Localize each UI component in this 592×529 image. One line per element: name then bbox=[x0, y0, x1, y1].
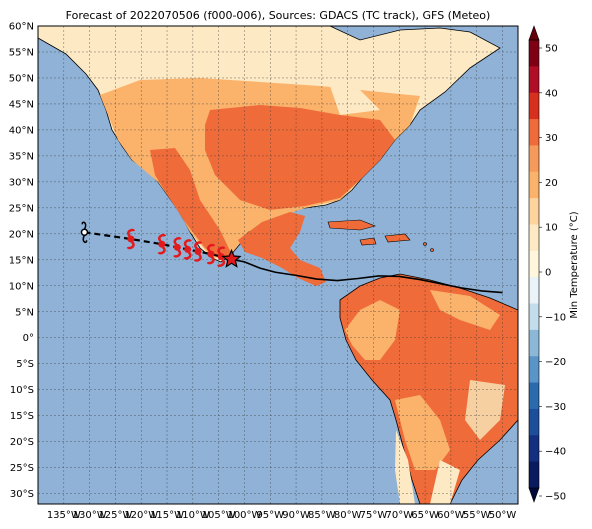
lon-label: 105°W bbox=[202, 510, 236, 521]
lat-label: 40°N bbox=[9, 125, 34, 136]
colorbar-band bbox=[529, 408, 539, 436]
lat-label: 50°N bbox=[9, 73, 34, 84]
lat-label: 20°N bbox=[9, 229, 34, 240]
colorbar-max-arrow bbox=[528, 25, 540, 41]
lat-label: 45°N bbox=[9, 99, 34, 110]
colorbar-tick-label: −10 bbox=[545, 312, 566, 323]
south-america-landmass bbox=[339, 273, 518, 504]
forecast-track-line bbox=[231, 258, 503, 294]
colorbar-tick-label: 0 bbox=[545, 268, 551, 279]
lon-label: 135°W bbox=[47, 510, 81, 521]
lon-label: 110°W bbox=[176, 510, 210, 521]
lat-label: 0° bbox=[23, 333, 34, 344]
lon-label: 85°W bbox=[308, 510, 336, 521]
colorbar-band bbox=[529, 356, 539, 384]
colorbar-band bbox=[529, 40, 539, 67]
lon-label: 80°W bbox=[334, 510, 362, 521]
lat-label: 30°S bbox=[10, 489, 34, 500]
lat-label: 35°N bbox=[9, 151, 34, 162]
colorbar-tick-label: 10 bbox=[545, 223, 558, 234]
colorbar-band bbox=[529, 461, 539, 489]
lon-label: 70°W bbox=[385, 510, 413, 521]
lat-label: 60°N bbox=[9, 22, 34, 33]
lat-label: 15°N bbox=[9, 255, 34, 266]
colorbar-frame bbox=[528, 39, 540, 489]
colorbar-band bbox=[529, 250, 539, 278]
chart-title: Forecast of 2022070506 (f000-006), Sourc… bbox=[66, 9, 491, 22]
colorbar-band bbox=[529, 119, 539, 146]
colorbar-tick-label: 30 bbox=[545, 133, 558, 144]
lat-label: 10°S bbox=[10, 385, 34, 396]
lon-label: 125°W bbox=[98, 510, 132, 521]
hurricane-icon bbox=[183, 239, 192, 260]
colorbar-tick-label: −20 bbox=[545, 357, 566, 368]
colorbar-band bbox=[529, 92, 539, 120]
lon-label: 60°W bbox=[437, 510, 465, 521]
colorbar-band bbox=[529, 435, 539, 463]
colorbar-band bbox=[529, 277, 539, 305]
colorbar-band bbox=[529, 145, 539, 173]
lon-label: 55°W bbox=[463, 510, 491, 521]
colorbar-band bbox=[529, 171, 539, 199]
lon-label: 75°W bbox=[360, 510, 388, 521]
colorbar-band bbox=[529, 329, 539, 357]
lat-label: 15°S bbox=[10, 411, 34, 422]
colorbar-min-arrow bbox=[528, 487, 540, 503]
lon-label: 120°W bbox=[124, 510, 158, 521]
hurricane-icon bbox=[173, 237, 182, 258]
colorbar-tick-label: 40 bbox=[545, 88, 558, 99]
lon-label: 115°W bbox=[150, 510, 184, 521]
colorbar-label: Min Temperature (°C) bbox=[569, 211, 580, 318]
colorbar-band bbox=[529, 382, 539, 410]
lon-label: 130°W bbox=[73, 510, 107, 521]
colorbar: 50 40 30 20 10 0 −10 −20 −30 −40 −50 Min Temperatur… bbox=[528, 25, 580, 503]
hurricane-icon bbox=[157, 233, 167, 255]
lat-label: 55°N bbox=[9, 47, 34, 58]
lon-label: 95°W bbox=[256, 510, 284, 521]
lon-label: 100°W bbox=[227, 510, 261, 521]
lat-label: 5°N bbox=[15, 307, 34, 318]
lon-label: 65°W bbox=[411, 510, 439, 521]
latitude-labels: 60°N 55°N 50°N 45°N 40°N 35°N 30°N 25°N 20°N 15°N… bbox=[9, 22, 34, 501]
hurricane-icon bbox=[126, 228, 136, 250]
lat-label: 20°S bbox=[10, 437, 34, 448]
tropical-cyclone-track bbox=[80, 221, 503, 294]
current-position-star-icon bbox=[221, 248, 242, 268]
lon-label: 90°W bbox=[282, 510, 310, 521]
lon-label: 50°W bbox=[489, 510, 517, 521]
caribbean-islands bbox=[327, 219, 434, 252]
lat-label: 25°S bbox=[10, 463, 34, 474]
hurricane-icon bbox=[206, 243, 216, 265]
colorbar-band bbox=[529, 66, 539, 94]
tropical-depression-icon bbox=[80, 221, 89, 244]
colorbar-band bbox=[529, 303, 539, 331]
gridlines bbox=[38, 26, 518, 504]
north-america-landmass bbox=[38, 26, 501, 286]
hurricane-icon bbox=[193, 241, 203, 262]
hurricane-icon bbox=[217, 246, 226, 267]
colorbar-tick-label: 20 bbox=[545, 178, 558, 189]
lat-label: 25°N bbox=[9, 203, 34, 214]
map-area bbox=[38, 26, 518, 504]
colorbar-tick-label: −30 bbox=[545, 402, 566, 413]
lat-label: 30°N bbox=[9, 177, 34, 188]
longitude-labels: 135°W130°W125°W120°W115°W110°W105°W100°W… bbox=[47, 510, 517, 521]
colorbar-band bbox=[529, 198, 539, 225]
colorbar-band bbox=[529, 224, 539, 252]
colorbar-tick-label: −40 bbox=[545, 447, 566, 458]
map-frame bbox=[37, 25, 519, 505]
colorbar-tick-label: 50 bbox=[545, 44, 558, 55]
lat-label: 10°N bbox=[9, 281, 34, 292]
colorbar-tick-label: −50 bbox=[545, 492, 566, 503]
lat-label: 5°S bbox=[16, 359, 34, 370]
